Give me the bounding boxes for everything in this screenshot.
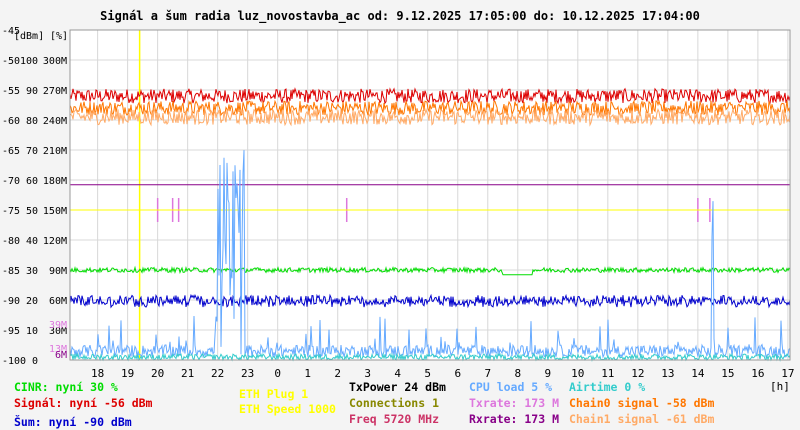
x-tick-label: 18 — [91, 367, 104, 380]
x-tick-label: 1 — [304, 367, 311, 380]
series-line — [69, 293, 791, 309]
y-tick-label-dbm: -45 — [2, 26, 20, 37]
x-tick-label: 12 — [631, 367, 644, 380]
y-tick-label-dbm: -55 — [2, 86, 20, 97]
y-tick-label-rate: 270M — [43, 86, 67, 97]
x-tick-label: 13 — [661, 367, 674, 380]
legend-airtime: Airtime 0 % — [569, 380, 646, 394]
y-tick-label-pct: 30 — [26, 266, 38, 277]
y-tick-label-dbm: -60 — [2, 116, 20, 127]
y-tick-label-pct: 40 — [26, 236, 38, 247]
x-tick-label: 20 — [151, 367, 164, 380]
y-tick-label-rate: 210M — [43, 146, 67, 157]
y-tick-label-dbm: -80 — [2, 236, 20, 247]
y-tick-label-pct: 100 — [20, 56, 38, 67]
y-extra-tick-label: 39M — [49, 320, 67, 331]
y-tick-label-pct: 90 — [26, 86, 38, 97]
x-tick-label: 4 — [394, 367, 401, 380]
y-tick-label-rate: 150M — [43, 206, 67, 217]
plot-border — [69, 29, 791, 361]
y-tick-label-dbm: -100 — [2, 356, 26, 367]
y-unit-label-pct: [%] — [50, 31, 68, 42]
x-tick-label: 19 — [121, 367, 134, 380]
legend-txrate: Txrate: 173 M — [469, 396, 560, 410]
y-tick-label-rate: 120M — [43, 236, 67, 247]
legend-cpu-load: CPU load 5 % — [469, 380, 553, 394]
y-unit-label-dbm: [dBm] — [14, 31, 44, 42]
x-tick-label: 0 — [274, 367, 281, 380]
legend-cinr: CINR: nyní 30 % — [14, 380, 118, 394]
y-extra-tick-label: 6M — [55, 350, 67, 361]
chart-title: Signál a šum radia luz_novostavba_ac od:… — [100, 9, 700, 23]
x-tick-label: 22 — [211, 367, 224, 380]
y-tick-label-rate: 180M — [43, 176, 67, 187]
y-tick-label-rate: 300M — [43, 56, 67, 67]
y-tick-label-rate: 60M — [49, 296, 67, 307]
y-tick-label-rate: 240M — [43, 116, 67, 127]
y-tick-label-dbm: -65 — [2, 146, 20, 157]
x-tick-label: 9 — [544, 367, 551, 380]
x-tick-label: 8 — [514, 367, 521, 380]
series-line — [69, 150, 791, 359]
legend-chain0: Chain0 signal -58 dBm — [569, 396, 715, 410]
x-tick-label: 21 — [181, 367, 194, 380]
plot-area — [70, 30, 790, 360]
series-line — [69, 265, 791, 276]
y-tick-label-dbm: -90 — [2, 296, 20, 307]
x-tick-label: 17 — [781, 367, 794, 380]
legend-signal: Signál: nyní -56 dBm — [14, 396, 153, 410]
y-tick-label-rate: 30M — [49, 326, 67, 337]
y-tick-label-dbm: -85 — [2, 266, 20, 277]
x-tick-label: 6 — [454, 367, 461, 380]
series-line — [69, 99, 791, 117]
legend-rxrate: Rxrate: 173 M — [469, 412, 560, 426]
legend-txpower: TxPower 24 dBm — [349, 380, 446, 394]
y-tick-label-dbm: -95 — [2, 326, 20, 337]
y-tick-label-pct: 0 — [32, 356, 38, 367]
y-tick-label-pct: 70 — [26, 146, 38, 157]
series-line — [69, 107, 791, 127]
y-tick-label-pct: 80 — [26, 116, 38, 127]
x-tick-label: 7 — [484, 367, 491, 380]
y-tick-label-rate: 90M — [49, 266, 67, 277]
legend-freq: Freq 5720 MHz — [349, 412, 440, 426]
legend-connections: Connections 1 — [349, 396, 440, 410]
x-tick-label: 2 — [334, 367, 341, 380]
x-unit-label: [h] — [770, 380, 790, 393]
y-tick-label-pct: 50 — [26, 206, 38, 217]
series-line — [69, 352, 791, 362]
x-tick-label: 16 — [751, 367, 764, 380]
y-tick-label-dbm: -75 — [2, 206, 20, 217]
y-tick-label-pct: 60 — [26, 176, 38, 187]
x-tick-label: 10 — [571, 367, 584, 380]
x-tick-label: 11 — [601, 367, 614, 380]
x-tick-label: 3 — [364, 367, 371, 380]
legend-chain1: Chain1 signal -61 dBm — [569, 412, 715, 426]
legend-eth-speed: ETH Speed 1000 — [239, 402, 336, 416]
y-tick-label-pct: 20 — [26, 296, 38, 307]
x-tick-label: 5 — [424, 367, 431, 380]
series-line — [69, 87, 791, 105]
y-tick-label-dbm: -70 — [2, 176, 20, 187]
legend-noise: Šum: nyní -90 dBm — [14, 415, 132, 429]
y-tick-label-pct: 10 — [26, 326, 38, 337]
y-tick-label-dbm: -50 — [2, 56, 20, 67]
x-tick-label: 15 — [721, 367, 734, 380]
x-tick-label: 23 — [241, 367, 254, 380]
legend-eth-plug: ETH Plug 1 — [239, 387, 309, 401]
x-tick-label: 14 — [691, 367, 705, 380]
y-extra-tick-label: 13M — [49, 344, 67, 355]
